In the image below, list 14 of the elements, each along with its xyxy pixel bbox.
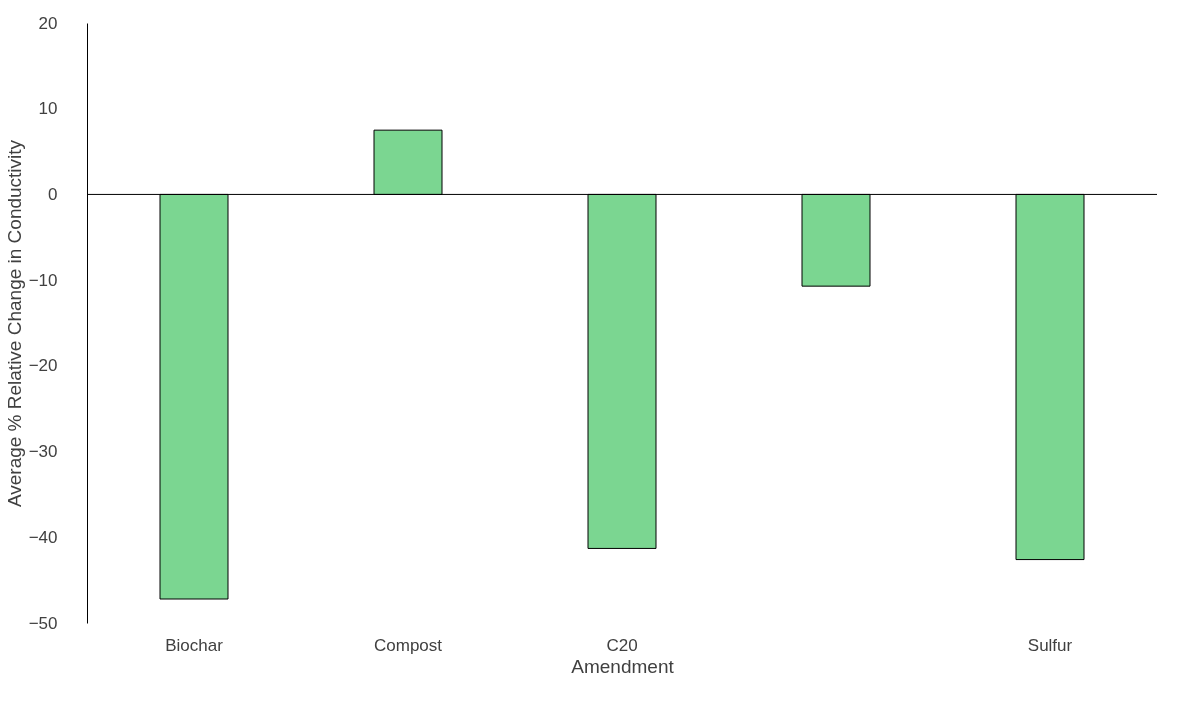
y-tick-label: 20 [38, 13, 58, 33]
y-tick-label: −40 [28, 527, 58, 547]
y-axis-title: Average % Relative Change in Conductivity [3, 139, 25, 508]
y-tick-label: −30 [28, 442, 58, 462]
y-tick-label: 0 [48, 184, 58, 204]
y-tick-label: −20 [28, 356, 58, 376]
x-tick-label: Biochar [165, 635, 224, 655]
y-tick-label: 10 [38, 99, 58, 119]
x-tick-label: Sulfur [1027, 635, 1073, 655]
y-tick-label: −50 [28, 613, 58, 633]
x-axis-title: Amendment [571, 655, 675, 677]
x-tick-label: C20 [606, 635, 638, 655]
x-tick-label: Compost [373, 635, 443, 655]
y-tick-label: −10 [28, 270, 58, 290]
